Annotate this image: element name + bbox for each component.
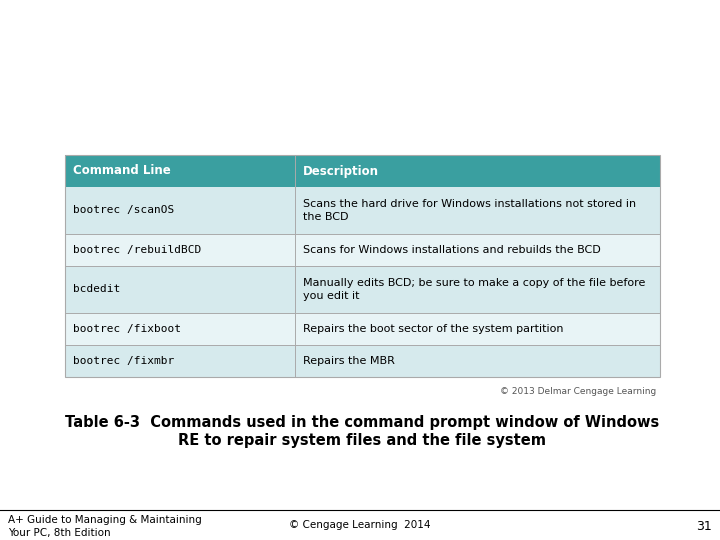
Text: A+ Guide to Managing & Maintaining
Your PC, 8th Edition: A+ Guide to Managing & Maintaining Your … [8,515,202,538]
Text: RE to repair system files and the file system: RE to repair system files and the file s… [179,433,546,448]
Text: Table 6-3  Commands used in the command prompt window of Windows: Table 6-3 Commands used in the command p… [66,415,660,430]
Text: bootrec /fixmbr: bootrec /fixmbr [73,356,174,366]
Text: Repairs the MBR: Repairs the MBR [303,356,395,366]
Text: Manually edits BCD; be sure to make a copy of the file before
you edit it: Manually edits BCD; be sure to make a co… [303,278,645,301]
Text: Command Line: Command Line [73,165,171,178]
Bar [65,313,660,345]
Bar [65,345,660,377]
Text: 31: 31 [696,520,712,533]
Bar [65,266,660,313]
Text: Scans the hard drive for Windows installations not stored in
the BCD: Scans the hard drive for Windows install… [303,199,636,222]
Text: Description: Description [303,165,379,178]
Text: bcdedit: bcdedit [73,285,120,294]
Text: Repairs the boot sector of the system partition: Repairs the boot sector of the system pa… [303,324,564,334]
Bar [65,234,660,266]
Bar [65,155,660,377]
Bar [65,187,660,234]
Text: © 2013 Delmar Cengage Learning: © 2013 Delmar Cengage Learning [500,387,656,396]
Text: bootrec /rebuildBCD: bootrec /rebuildBCD [73,245,202,255]
Text: Scans for Windows installations and rebuilds the BCD: Scans for Windows installations and rebu… [303,245,600,255]
Text: © Cengage Learning  2014: © Cengage Learning 2014 [289,520,431,530]
Bar [65,155,660,187]
Text: bootrec /scanOS: bootrec /scanOS [73,206,174,215]
Text: bootrec /fixboot: bootrec /fixboot [73,324,181,334]
